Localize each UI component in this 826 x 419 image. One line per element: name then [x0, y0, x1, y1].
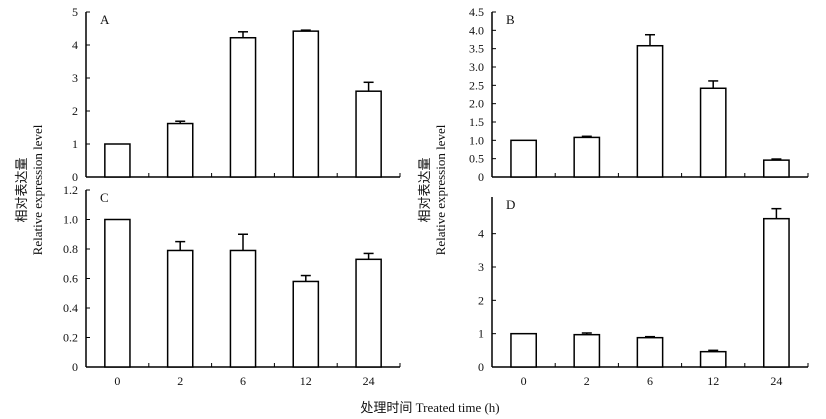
y-tick-label-a: 5 — [72, 5, 78, 19]
bar-b-6 — [636, 44, 664, 178]
y-tick-label-b: 3.0 — [469, 60, 484, 74]
y-tick-label-a: 4 — [72, 38, 78, 52]
bar-a-12 — [292, 30, 320, 178]
y-tick-label-d: 4 — [478, 227, 484, 241]
y-tick-label-b: 4.5 — [469, 5, 484, 19]
y-tick-label-d: 2 — [478, 293, 484, 307]
y-tick-label-b: 3.5 — [469, 42, 484, 56]
panel-label-d: D — [506, 197, 515, 212]
bar-b-12 — [699, 87, 727, 178]
x-tick-label-c: 0 — [114, 374, 120, 388]
ylabel-left-cn: 相对表达量 — [14, 157, 29, 222]
y-tick-label-b: 0.5 — [469, 152, 484, 166]
x-tick-label-d: 6 — [647, 374, 653, 388]
y-tick-label-c: 0.6 — [63, 272, 78, 286]
x-tick-label-d: 24 — [770, 374, 782, 388]
x-tick-label-d: 0 — [521, 374, 527, 388]
x-tick-label-c: 6 — [240, 374, 246, 388]
bar-d-24 — [763, 217, 790, 368]
bar-c-0 — [104, 218, 131, 368]
y-tick-label-c: 0 — [72, 360, 78, 374]
y-tick-label-c: 0.4 — [63, 301, 78, 315]
bar-a-0 — [104, 143, 131, 178]
x-tick-label-c: 2 — [177, 374, 183, 388]
bar-d-2 — [573, 333, 601, 368]
y-tick-label-a: 3 — [72, 71, 78, 85]
xlabel: 处理时间 Treated time (h) — [360, 400, 499, 415]
y-tick-label-c: 1.0 — [63, 213, 78, 227]
x-tick-label-c: 12 — [300, 374, 312, 388]
bar-a-24 — [355, 90, 382, 178]
y-tick-label-a: 2 — [72, 104, 78, 118]
y-tick-label-a: 1 — [72, 137, 78, 151]
bar-c-2 — [166, 249, 194, 368]
y-tick-label-d: 0 — [478, 360, 484, 374]
ylabel-right-en: Relative expression level — [433, 124, 448, 255]
y-tick-label-c: 1.2 — [63, 183, 78, 197]
y-tick-label-d: 1 — [478, 327, 484, 341]
bar-d-12 — [699, 350, 727, 368]
bar-d-6 — [636, 336, 664, 368]
bar-b-24 — [763, 159, 790, 178]
y-tick-label-b: 2.5 — [469, 78, 484, 92]
y-tick-label-d: 3 — [478, 260, 484, 274]
y-tick-label-b: 1.5 — [469, 115, 484, 129]
bar-a-2 — [166, 122, 194, 178]
panel-label-a: A — [100, 12, 110, 27]
x-tick-label-d: 12 — [707, 374, 719, 388]
y-tick-label-b: 1.0 — [469, 133, 484, 147]
panel-label-b: B — [506, 12, 515, 27]
y-tick-label-b: 0 — [478, 170, 484, 184]
bar-b-2 — [573, 136, 601, 178]
bar-a-6 — [229, 36, 257, 178]
x-tick-label-c: 24 — [363, 374, 375, 388]
bar-c-12 — [292, 280, 320, 368]
panel-label-c: C — [100, 190, 109, 205]
y-tick-label-b: 4.0 — [469, 23, 484, 37]
ylabel-left-en: Relative expression level — [30, 124, 45, 255]
y-tick-label-c: 0.8 — [63, 242, 78, 256]
x-tick-label-d: 2 — [584, 374, 590, 388]
bar-d-0 — [510, 332, 537, 368]
y-tick-label-c: 0.2 — [63, 331, 78, 345]
y-tick-label-a: 0 — [72, 170, 78, 184]
bar-c-6 — [229, 249, 257, 368]
bar-c-24 — [355, 258, 382, 368]
bar-b-0 — [510, 139, 537, 178]
ylabel-right-cn: 相对表达量 — [417, 157, 432, 222]
y-tick-label-b: 2.0 — [469, 97, 484, 111]
